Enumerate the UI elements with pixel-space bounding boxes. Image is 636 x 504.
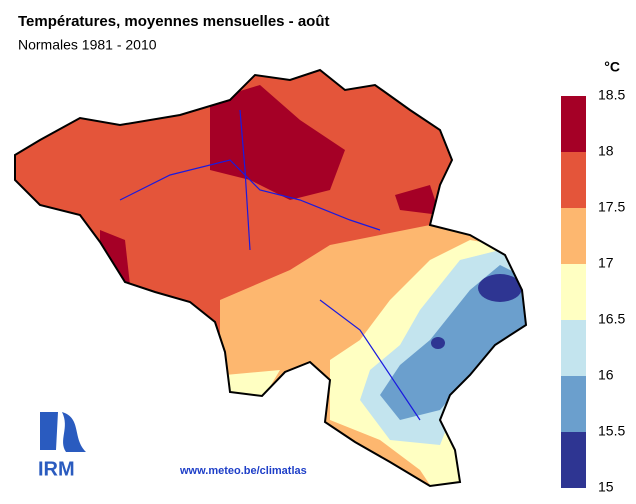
rivers <box>119 109 421 421</box>
map-title: Températures, moyennes mensuelles - août <box>18 13 330 30</box>
logo-text: IRM <box>38 458 75 480</box>
legend-tick-label: 15.5 <box>598 423 625 439</box>
logo-mark <box>40 412 86 452</box>
legend-bin <box>561 264 586 320</box>
legend-tick-label: 15 <box>598 479 614 495</box>
legend-tick-label: 18 <box>598 143 614 159</box>
legend-tick-label: 17 <box>598 255 614 271</box>
legend-unit: °C <box>604 59 620 75</box>
legend-bin <box>561 320 586 376</box>
legend-bar: 18.5 18 17.5 17 16.5 16 15.5 15 <box>561 87 625 495</box>
legend-tick-label: 16.5 <box>598 311 625 327</box>
zone-below-15-5 <box>431 337 445 349</box>
source-link: www.meteo.be/climatlas <box>179 465 307 477</box>
zone-15-5-16 <box>380 265 526 420</box>
logo: IRM <box>38 412 86 480</box>
legend-bin <box>561 96 586 152</box>
legend-bin <box>561 376 586 432</box>
legend-bin <box>561 152 586 208</box>
legend-tick-label: 17.5 <box>598 199 625 215</box>
temperature-map <box>15 70 526 486</box>
legend-bin <box>561 432 586 488</box>
legend-tick-label: 18.5 <box>598 87 625 103</box>
legend-bin <box>561 208 586 264</box>
legend-tick-label: 16 <box>598 367 614 383</box>
zone-below-15-5 <box>478 274 522 302</box>
zone-above-18 <box>210 85 345 200</box>
map-subtitle: Normales 1981 - 2010 <box>18 37 157 53</box>
zone-above-18 <box>395 185 440 215</box>
